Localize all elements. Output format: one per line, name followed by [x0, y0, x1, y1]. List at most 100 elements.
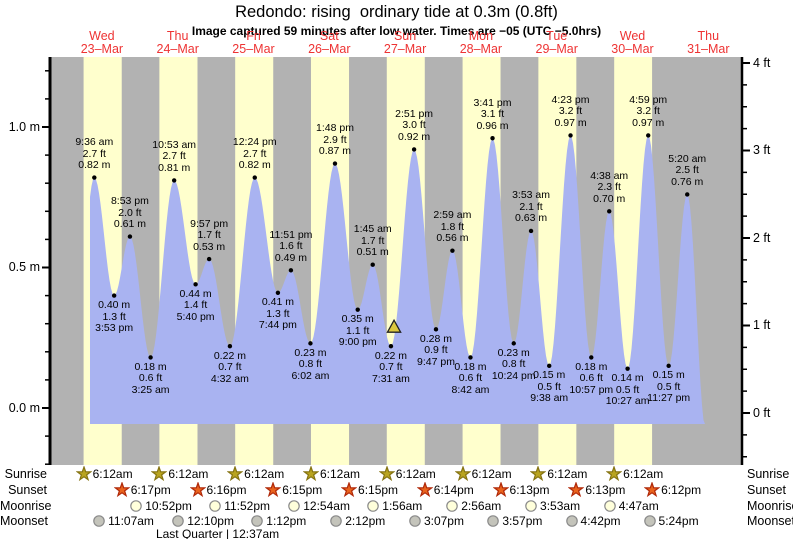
tide-high-label: 11:51 pm 1.6 ft 0.49 m: [269, 228, 313, 264]
sunrise-star-icon: [378, 466, 395, 482]
tide-high-point: [528, 228, 534, 234]
moonrise-time: 3:53am: [540, 498, 581, 513]
day-label: Tue 29–Mar: [519, 30, 595, 55]
astro-moonset-item: 2:12pm: [328, 513, 385, 529]
moonrise-time: 4:47am: [618, 498, 659, 513]
tide-high-label: 10:53 am 2.7 ft 0.81 m: [152, 138, 197, 174]
tide-low-point: [625, 366, 630, 371]
day-date: 24–Mar: [156, 41, 199, 56]
tide-high-label: 2:59 am 1.8 ft 0.56 m: [433, 209, 472, 245]
tide-low-point: [111, 293, 117, 298]
astro-moonrise-item: 4:47am: [602, 498, 659, 514]
day-of-week: Sun: [393, 29, 417, 43]
tide-high-label: 8:53 pm 2.0 ft 0.61 m: [110, 195, 149, 231]
astro-moonset-item: 1:12pm: [249, 513, 306, 529]
day-label: Thu 24–Mar: [140, 30, 216, 55]
sunrise-time: 6:12am: [623, 467, 664, 481]
y-axis-right-tick-label: 0 ft: [753, 405, 771, 420]
astro-sunset-item: 6:15pm: [341, 482, 398, 498]
astro-sunset-item: 6:16pm: [189, 482, 247, 498]
tide-low-point: [308, 341, 313, 346]
tide-high-point: [332, 161, 338, 166]
tide-high-point: [127, 234, 133, 239]
sunrise-time: 6:12am: [547, 467, 588, 481]
astro-row-label-left: Sunset: [8, 483, 47, 497]
moonset-circle-icon: [172, 515, 185, 527]
tide-curve-area: [90, 135, 705, 424]
tide-high-point: [607, 209, 612, 214]
y-axis-left-tick-label: 0.5 m: [8, 260, 40, 274]
tide-low-point: [666, 363, 671, 369]
day-label: Wed 30–Mar: [595, 30, 671, 55]
moonset-circle-icon: [565, 515, 578, 527]
current-tide-triangle-icon: [386, 318, 402, 333]
tide-low-point: [468, 355, 473, 360]
astro-sunrise-item: 6:12am: [75, 466, 133, 482]
day-of-week: Sat: [319, 29, 339, 43]
astro-moonrise-item: 11:52pm: [207, 498, 270, 514]
tide-low-point: [355, 307, 360, 312]
moonrise-circle-icon: [209, 499, 221, 512]
moonrise-circle-icon: [367, 499, 380, 512]
moonset-circle-icon: [251, 515, 264, 527]
sunrise-star-icon: [530, 466, 547, 482]
moonrise-circle-icon: [446, 499, 459, 512]
astro-sunset-item: 6:14pm: [416, 482, 474, 498]
astro-moonrise-item: 2:56am: [444, 498, 501, 514]
sunrise-star-icon: [302, 466, 319, 482]
sunrise-time: 6:12am: [168, 467, 209, 481]
moonset-time: 5:24pm: [658, 514, 699, 528]
day-date: 28–Mar: [459, 41, 503, 56]
moonrise-time: 2:56am: [461, 498, 502, 513]
day-date: 29–Mar: [535, 41, 578, 56]
day-of-week: Fri: [246, 29, 261, 43]
tide-low-point: [193, 282, 198, 287]
tide-high-label: 3:41 pm 3.1 ft 0.96 m: [473, 96, 512, 132]
astro-moonset-item: 12:10pm: [170, 513, 234, 529]
day-of-week: Wed: [619, 29, 646, 43]
day-of-week: Wed: [89, 29, 115, 43]
astro-sunset-item: 6:17pm: [113, 482, 171, 498]
astro-moonset-item: 3:57pm: [485, 513, 542, 529]
astro-moonset-item: 4:42pm: [564, 513, 621, 529]
day-of-week: Mon: [468, 29, 494, 43]
tide-low-label: 0.15 m 0.5 ft 9:38 am: [530, 369, 569, 405]
astro-sunrise-item: 6:12am: [378, 466, 436, 482]
moonset-time: 3:57pm: [502, 514, 543, 528]
y-axis-left-tick-label: 0.0 m: [8, 400, 40, 415]
astro-row-label-left: Moonrise: [0, 498, 52, 513]
astro-sunset-item: 6:15pm: [265, 482, 322, 498]
astro-row-label-right: Sunset: [747, 483, 786, 497]
day-label: Wed 23–Mar: [64, 30, 140, 55]
astro-moonrise-item: 12:54am: [286, 498, 350, 514]
moonrise-time: 12:54am: [303, 498, 350, 513]
tide-high-label: 12:24 pm 2.7 ft 0.82 m: [232, 136, 277, 172]
tide-low-label: 0.35 m 1.1 ft 9:00 pm: [338, 313, 377, 349]
astro-moonrise-item: 1:56am: [365, 498, 422, 514]
y-axis-right-tick-label: 1 ft: [753, 318, 771, 332]
astro-sunrise-item: 6:12am: [227, 466, 284, 482]
sunrise-star-icon: [75, 466, 92, 482]
tide-low-label: 0.18 m 0.6 ft 8:42 am: [451, 360, 490, 396]
tide-high-point: [171, 178, 177, 183]
day-date: 31–Mar: [687, 41, 730, 56]
sunrise-time: 6:12am: [319, 467, 360, 481]
y-axis-right-tick-label: 2 ft: [753, 230, 771, 245]
tide-high-label: 9:36 am 2.7 ft 0.82 m: [75, 136, 114, 172]
day-label: Mon 28–Mar: [443, 30, 519, 55]
tide-low-point: [388, 343, 394, 349]
astro-row-label-left: Moonset: [0, 514, 48, 528]
astro-sunrise-item: 6:12am: [151, 466, 208, 482]
day-date: 30–Mar: [611, 41, 654, 56]
astro-sunrise-item: 6:12am: [454, 466, 512, 482]
day-of-week: Tue: [546, 29, 568, 43]
moonset-time: 3:07pm: [423, 514, 464, 528]
day-of-week: Thu: [166, 29, 189, 43]
tide-low-label: 0.40 m 1.3 ft 3:53 pm: [95, 299, 134, 335]
tide-low-label: 0.41 m 1.3 ft 7:44 pm: [258, 296, 297, 332]
tide-high-point: [411, 147, 417, 152]
moonset-circle-icon: [409, 515, 421, 527]
sunset-time: 6:14pm: [433, 483, 474, 497]
tide-high-point: [568, 133, 573, 138]
